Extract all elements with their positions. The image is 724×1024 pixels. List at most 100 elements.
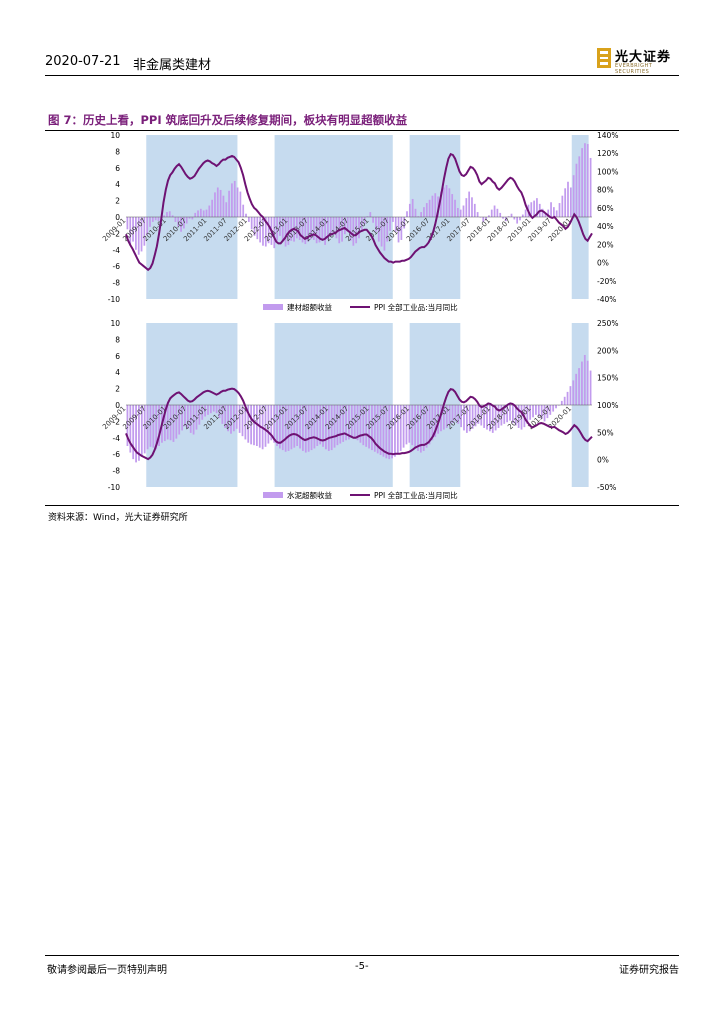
bar <box>135 405 137 463</box>
bar <box>175 405 178 439</box>
footer-page-number: -5- <box>355 961 369 972</box>
bar <box>575 373 578 405</box>
bar <box>365 405 368 447</box>
bar <box>396 405 399 455</box>
bar <box>366 216 369 217</box>
bar <box>201 405 204 420</box>
bar <box>473 203 476 217</box>
bar <box>589 370 592 405</box>
left-tick-label: -10 <box>108 483 120 492</box>
footer-disclaimer: 敬请参阅最后一页特别声明 <box>47 965 167 976</box>
right-tick-label: 50% <box>597 428 614 437</box>
bar <box>264 217 267 247</box>
bar <box>335 217 338 239</box>
bar <box>530 202 533 217</box>
bar <box>454 199 456 217</box>
bar <box>399 405 402 451</box>
bar <box>163 405 166 442</box>
bar <box>163 215 166 217</box>
bar <box>462 205 465 217</box>
bar <box>273 217 276 249</box>
bar <box>583 354 586 405</box>
header-rule <box>45 75 679 76</box>
bar <box>517 405 520 428</box>
legend-line-label: PPI 全部工业品:当月同比 <box>374 302 458 312</box>
bar <box>376 405 379 454</box>
bar <box>578 156 581 217</box>
bar <box>526 405 529 424</box>
bar <box>540 405 543 419</box>
bar <box>451 405 454 424</box>
bar <box>202 210 205 217</box>
left-tick-label: 2 <box>115 385 120 394</box>
bar <box>491 405 494 433</box>
bar <box>281 405 284 451</box>
bar <box>535 405 537 415</box>
right-tick-label: -50% <box>597 483 616 492</box>
bar <box>500 405 503 426</box>
left-tick-label: 10 <box>110 320 120 328</box>
bar <box>460 405 463 428</box>
bar <box>451 194 454 217</box>
bar <box>262 217 264 246</box>
right-tick-label: 100% <box>597 167 618 176</box>
bar <box>533 200 535 217</box>
bar <box>445 185 448 217</box>
bar <box>342 405 345 442</box>
bar <box>514 405 517 426</box>
bar <box>552 405 555 412</box>
bar <box>199 208 202 217</box>
bar <box>536 198 538 217</box>
source-rule <box>45 505 679 506</box>
bar <box>428 199 431 217</box>
right-tick-label: 60% <box>597 204 614 213</box>
bar <box>244 405 247 440</box>
bar <box>238 405 241 433</box>
bar <box>479 217 482 218</box>
bar <box>563 396 566 405</box>
bar <box>129 405 132 453</box>
bar <box>135 217 137 250</box>
ppi-line <box>125 387 593 461</box>
bar <box>295 217 298 239</box>
bar <box>363 217 366 225</box>
page-header: 2020-07-21 非金属类建材 光大证券 EVERBRIGHT SECURI… <box>45 48 679 75</box>
bar <box>158 405 160 446</box>
bar <box>541 208 544 217</box>
brand-logo: 光大证券 EVERBRIGHT SECURITIES <box>597 46 679 75</box>
bar <box>569 386 572 405</box>
bar <box>524 209 527 217</box>
bar <box>307 217 310 242</box>
bar <box>154 217 157 221</box>
bar <box>267 405 270 444</box>
bar <box>471 197 473 217</box>
legend-bar-label: 建材超额收益 <box>287 302 332 312</box>
bar <box>558 203 561 217</box>
bar <box>375 217 377 232</box>
bar <box>442 405 445 430</box>
bar <box>348 405 350 440</box>
bar <box>581 148 583 217</box>
bar <box>408 203 411 217</box>
bar <box>224 405 227 428</box>
bar <box>155 405 158 450</box>
bar <box>316 405 319 446</box>
bar <box>543 405 546 422</box>
bar <box>180 217 182 232</box>
right-tick-label: 150% <box>597 374 618 383</box>
bar <box>572 380 575 405</box>
bar <box>318 217 321 243</box>
report-sector: 非金属类建材 <box>133 58 212 73</box>
right-tick-label: -20% <box>597 277 616 286</box>
bar <box>431 195 434 217</box>
bar <box>324 217 326 245</box>
bar <box>578 368 580 405</box>
left-tick-label: 4 <box>115 180 120 189</box>
bar <box>304 217 307 245</box>
bar <box>169 405 172 441</box>
bar <box>171 215 174 217</box>
bar <box>463 405 465 431</box>
bar <box>575 163 578 217</box>
bar <box>394 405 396 457</box>
bar <box>359 405 362 443</box>
